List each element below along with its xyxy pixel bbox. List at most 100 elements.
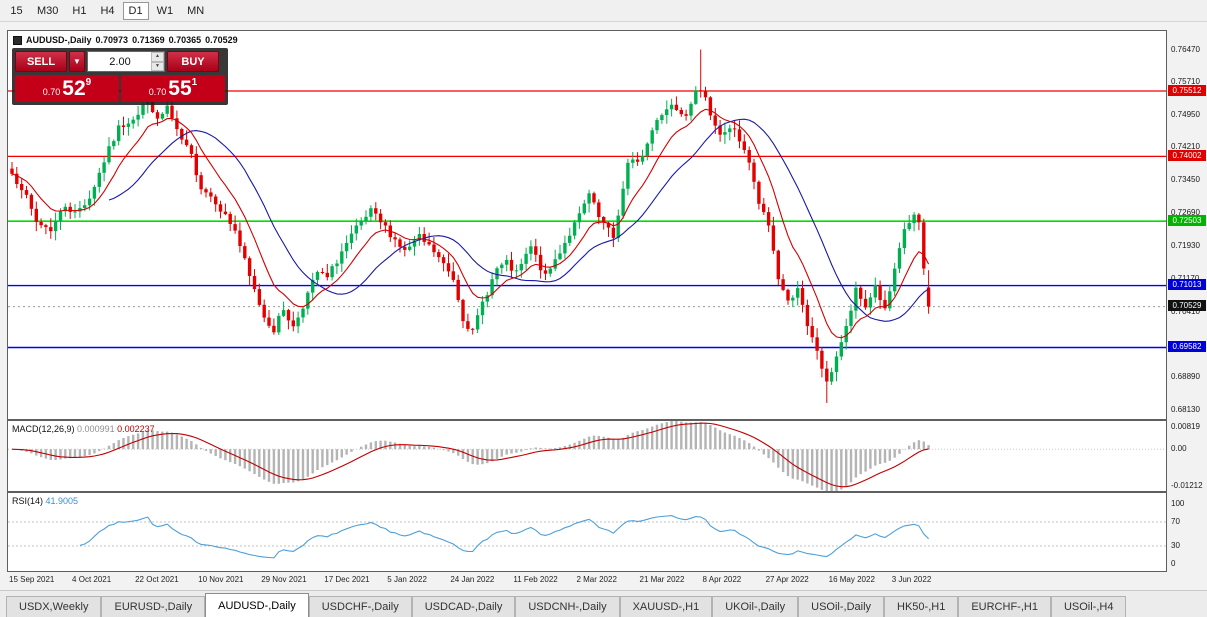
date-label-15-sep-2021: 15 Sep 2021 (9, 575, 55, 584)
ask-price-big: 55 (168, 77, 192, 100)
chart-open-value: 0.70973 (95, 35, 129, 45)
level-price-label-0.71013: 0.71013 (1168, 279, 1206, 291)
rsi-tick-100: 100 (1171, 499, 1185, 508)
chart-tab-usoil-h4[interactable]: USOil-,H4 (1050, 596, 1127, 617)
chart-tab-ukoil-daily[interactable]: UKOil-,Daily (712, 596, 799, 617)
buy-button[interactable]: BUY (167, 51, 219, 72)
timeframe-button-h4[interactable]: H4 (94, 2, 120, 20)
timeframe-button-w1[interactable]: W1 (151, 2, 180, 20)
volume-input-box: ▲ ▼ (87, 51, 165, 72)
price-tick-0.76470: 0.76470 (1171, 44, 1200, 54)
date-label-17-dec-2021: 17 Dec 2021 (324, 575, 370, 584)
date-label-21-mar-2022: 21 Mar 2022 (639, 575, 685, 584)
price-tick-0.71930: 0.71930 (1171, 240, 1200, 250)
price-axis: 0.76470 0.75710 0.74950 0.74210 0.73450 0.726… (1167, 30, 1207, 582)
date-label-11-feb-2022: 11 Feb 2022 (513, 575, 558, 584)
rsi-tick-70: 70 (1171, 517, 1180, 526)
chart-symbol-label: AUDUSD-,Daily (26, 35, 92, 45)
timeframe-button-15[interactable]: 15 (4, 2, 29, 20)
price-tick-0.70410: 0.70410 (1171, 306, 1200, 316)
rsi-panel: RSI(14) 41.9005 (7, 492, 1167, 572)
volume-decrease-button[interactable]: ▼ (151, 61, 164, 71)
date-label-3-jun-2022: 3 Jun 2022 (891, 575, 932, 584)
chart-title: AUDUSD-,Daily 0.70973 0.71369 0.70365 0.… (13, 35, 238, 45)
chevron-down-icon: ▼ (73, 57, 81, 66)
bid-price-big: 52 (62, 77, 86, 100)
macd-main-value: 0.000991 (77, 424, 115, 434)
chart-tab-eurchf-h1[interactable]: EURCHF-,H1 (958, 596, 1051, 617)
rsi-tick-30: 30 (1171, 541, 1180, 550)
macd-chart (8, 421, 1166, 491)
price-tick-0.72690: 0.72690 (1171, 208, 1200, 218)
chart-tab-audusd-daily[interactable]: AUDUSD-,Daily (205, 593, 309, 617)
price-tick-0.74950: 0.74950 (1171, 110, 1200, 120)
date-label-29-nov-2021: 29 Nov 2021 (261, 575, 307, 584)
trade-controls-row: SELL ▼ ▲ ▼ BUY (15, 51, 225, 72)
rsi-value: 41.9005 (45, 496, 79, 506)
timeframe-button-mn[interactable]: MN (181, 2, 210, 20)
date-label-2-mar-2022: 2 Mar 2022 (576, 575, 617, 584)
date-label-4-oct-2021: 4 Oct 2021 (72, 575, 112, 584)
bid-price-pipette: 9 (85, 77, 92, 88)
bid-price-display[interactable]: 0.70 52 9 (15, 75, 119, 102)
price-tick-0.75710: 0.75710 (1171, 77, 1200, 87)
chart-tab-hk50-h1[interactable]: HK50-,H1 (884, 596, 959, 617)
current-price-label: 0.70529 (1168, 300, 1206, 312)
chart-tab-eurusd-daily[interactable]: EURUSD-,Daily (101, 596, 206, 617)
volume-increase-button[interactable]: ▲ (151, 52, 164, 62)
macd-label: MACD(12,26,9) 0.000991 0.002237 (12, 424, 155, 434)
chart-close-value: 0.70529 (205, 35, 238, 45)
candlestick-chart (8, 49, 1166, 403)
price-tick-0.73450: 0.73450 (1171, 175, 1200, 185)
timeframe-button-d1[interactable]: D1 (122, 1, 149, 20)
price-tick-0.74210: 0.74210 (1171, 142, 1200, 152)
price-tick-0.71170: 0.71170 (1171, 274, 1199, 283)
ask-price-pipette: 1 (191, 77, 198, 88)
chart-tabbar: USDX,Weekly EURUSD-,Daily AUDUSD-,Daily USD… (0, 590, 1207, 617)
chart-low-value: 0.70365 (168, 35, 202, 45)
macd-tick-0.00: 0.00 (1171, 444, 1187, 454)
chart-tab-usdcad-daily[interactable]: USDCAD-,Daily (411, 596, 516, 617)
macd-panel: MACD(12,26,9) 0.000991 0.002237 (7, 420, 1167, 492)
date-label-22-oct-2021: 22 Oct 2021 (135, 575, 179, 584)
date-label-8-apr-2022: 8 Apr 2022 (702, 575, 742, 584)
macd-signal-value: 0.002237 (117, 424, 155, 434)
order-options-dropdown[interactable]: ▼ (69, 51, 85, 72)
volume-spinner: ▲ ▼ (151, 52, 164, 71)
one-click-trading-panel: SELL ▼ ▲ ▼ BUY 0.70 (12, 48, 228, 105)
volume-input[interactable] (88, 52, 152, 71)
rsi-label: RSI(14) 41.9005 (12, 496, 78, 506)
chart-tab-usdcnh-daily[interactable]: USDCNH-,Daily (515, 596, 620, 617)
macd-tick--0.01212: -0.01212 (1171, 481, 1203, 490)
date-axis: 15 Sep 2021 4 Oct 2021 22 Oct 2021 10 Nov 2… (7, 575, 1167, 590)
level-price-label-0.69582: 0.69582 (1168, 341, 1206, 353)
date-label-16-may-2022: 16 May 2022 (828, 575, 875, 584)
level-price-label-0.75512: 0.75512 (1168, 84, 1206, 96)
level-price-label-0.74002: 0.74002 (1168, 149, 1206, 161)
chart-tab-usdchf-daily[interactable]: USDCHF-,Daily (308, 596, 412, 617)
price-tick-0.68130: 0.68130 (1171, 405, 1200, 415)
macd-indicator-name: MACD(12,26,9) (12, 424, 75, 434)
ask-price-display[interactable]: 0.70 55 1 (121, 75, 225, 102)
date-label-10-nov-2021: 10 Nov 2021 (198, 575, 244, 584)
chart-stack: AUDUSD-,Daily 0.70973 0.71369 0.70365 0.… (7, 30, 1167, 590)
date-label-27-apr-2022: 27 Apr 2022 (765, 575, 809, 584)
price-tick-0.68890: 0.68890 (1171, 372, 1200, 382)
quote-row: 0.70 52 9 0.70 55 1 (15, 75, 225, 102)
timeframe-button-m30[interactable]: M30 (31, 2, 64, 20)
chart-tab-usdx-weekly[interactable]: USDX,Weekly (6, 596, 102, 617)
rsi-indicator-name: RSI(14) (12, 496, 44, 506)
date-label-24-jan-2022: 24 Jan 2022 (450, 575, 495, 584)
rsi-tick-0: 0 (1171, 559, 1176, 568)
sell-button[interactable]: SELL (15, 51, 67, 72)
level-price-label-0.72503: 0.72503 (1168, 214, 1206, 226)
date-label-5-jan-2022: 5 Jan 2022 (387, 575, 427, 584)
chart-workspace: AUDUSD-,Daily 0.70973 0.71369 0.70365 0.… (0, 22, 1207, 590)
chart-high-value: 0.71369 (132, 35, 165, 45)
chart-tab-usoil-daily[interactable]: USOil-,Daily (798, 596, 885, 617)
chart-icon (13, 35, 22, 45)
timeframe-toolbar: 15 M30 H1 H4 D1 W1 MN (0, 0, 1207, 22)
timeframe-button-h1[interactable]: H1 (66, 2, 92, 20)
bid-price-prefix: 0.70 (42, 87, 61, 97)
chart-tab-xauusd-h1[interactable]: XAUUSD-,H1 (619, 596, 713, 617)
